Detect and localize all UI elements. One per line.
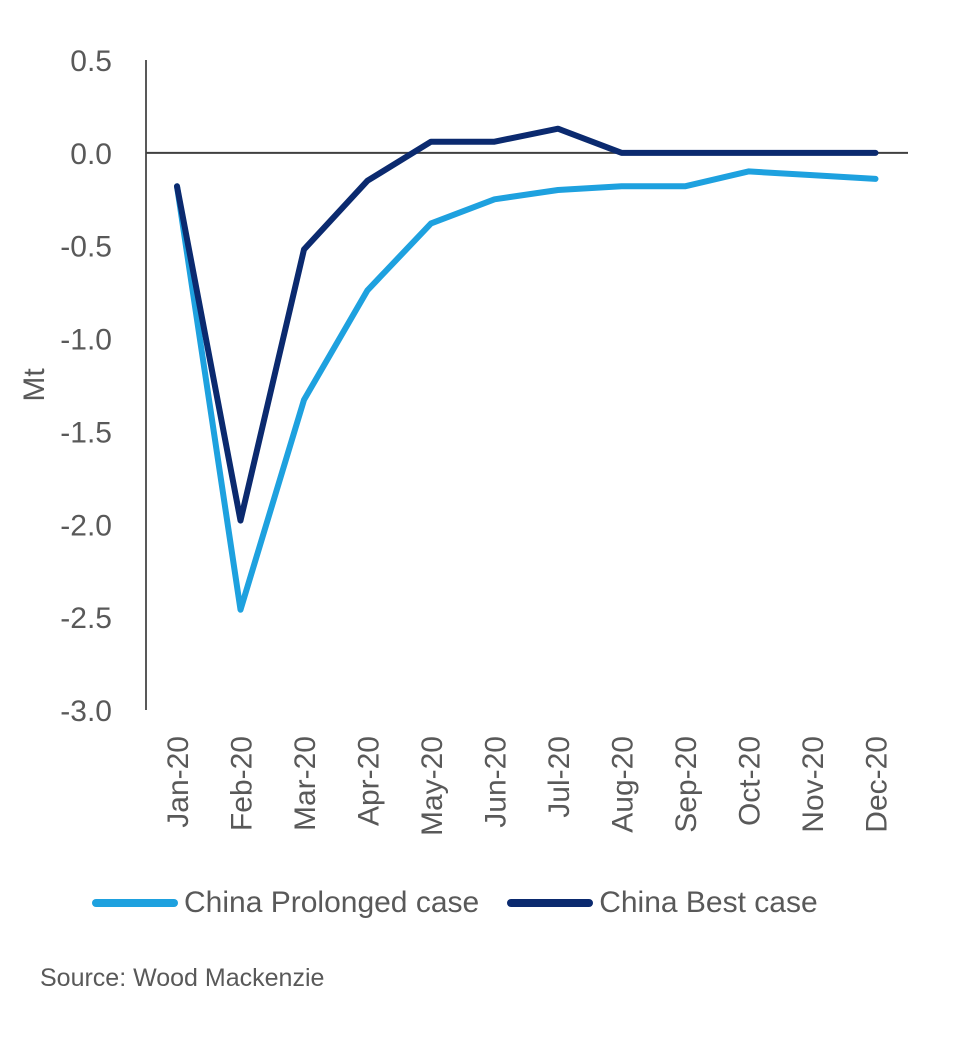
x-tick-label: Sep-20	[670, 736, 703, 833]
x-tick-label: Jun-20	[480, 736, 513, 828]
x-tick-label: Apr-20	[353, 736, 386, 826]
x-axis: Jan-20 Feb-20 Mar-20 Apr-20 May-20 Jun-20 Jul-…	[146, 151, 908, 836]
series-layer	[174, 125, 879, 613]
y-tick-label: -0.5	[60, 231, 112, 264]
x-tick-label: Jan-20	[162, 736, 195, 828]
y-tick-label: 0.5	[70, 45, 112, 78]
x-tick-label: Jul-20	[543, 736, 576, 818]
line-chart: 0.5 0.0 -0.5 -1.0 -1.5 -2.0 -2.5 -3.0 Jan-20 Feb…	[18, 45, 908, 836]
x-tick-label: Nov-20	[797, 736, 830, 833]
y-tick-label: -1.5	[60, 416, 112, 449]
y-tick-label: -3.0	[60, 695, 112, 728]
y-tick-label: -2.5	[60, 602, 112, 635]
x-tick-label: Oct-20	[734, 736, 767, 826]
y-tick-label: -2.0	[60, 509, 112, 542]
legend-item-prolonged: China Prolonged case	[92, 886, 479, 920]
series-line-prolonged	[174, 168, 879, 613]
legend-label-best: China Best case	[599, 886, 818, 919]
legend: China Prolonged case China Best case	[92, 886, 846, 920]
y-axis-title: Mt	[18, 368, 51, 402]
legend-item-best: China Best case	[507, 886, 818, 920]
x-tick-label: Mar-20	[289, 736, 322, 831]
legend-swatch-best	[507, 899, 594, 907]
legend-label-prolonged: China Prolonged case	[184, 886, 480, 919]
x-tick-label: Aug-20	[607, 736, 640, 833]
y-tick-label: 0.0	[70, 138, 112, 171]
legend-swatch-prolonged	[92, 899, 178, 907]
x-tick-label: Feb-20	[226, 736, 259, 831]
x-tick-label: May-20	[416, 736, 449, 836]
x-tick-label: Dec-20	[861, 736, 894, 833]
y-tick-label: -1.0	[60, 324, 112, 357]
series-line-best	[174, 125, 879, 524]
y-axis: 0.5 0.0 -0.5 -1.0 -1.5 -2.0 -2.5 -3.0	[60, 45, 147, 728]
source-note: Source: Wood Mackenzie	[40, 964, 325, 992]
